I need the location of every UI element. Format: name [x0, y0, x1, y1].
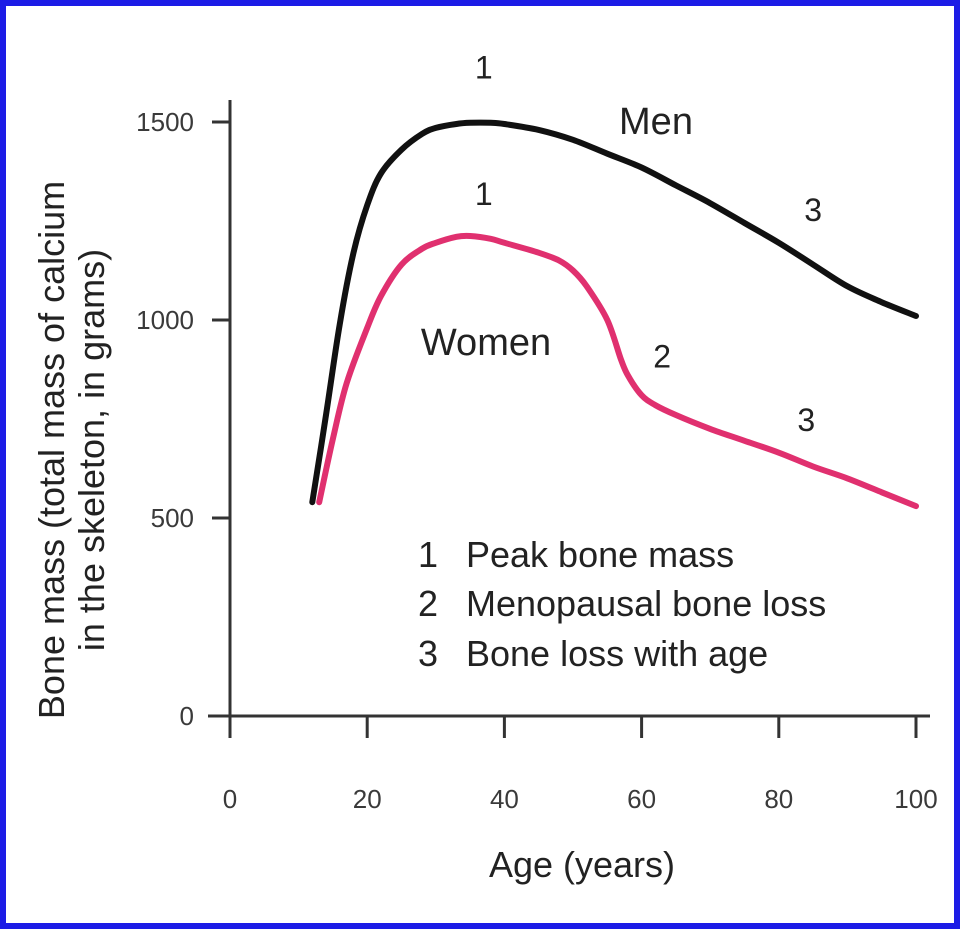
y-tick-label-500: 500 — [151, 503, 194, 533]
legend-text-2: Menopausal bone loss — [466, 583, 826, 624]
y-ticks: 0 500 1000 1500 — [136, 107, 230, 731]
legend-text-1: Peak bone mass — [466, 534, 734, 575]
y-tick-label-0: 0 — [180, 701, 194, 731]
annotation-2: 2 — [653, 339, 671, 375]
annotation-3: 3 — [804, 192, 822, 228]
legend-number-1: 1 — [418, 534, 438, 575]
y-axis-title-line-2: in the skeleton, in grams) — [71, 249, 112, 651]
legend: 1 Peak bone mass 2 Menopausal bone loss … — [418, 534, 826, 674]
x-tick-label-40: 40 — [490, 784, 519, 814]
x-ticks: 0 20 40 60 80 100 — [223, 716, 938, 814]
x-tick-label-80: 80 — [764, 784, 793, 814]
legend-text-3: Bone loss with age — [466, 633, 768, 674]
series-label-women: Women — [421, 322, 551, 364]
y-axis-title-line-1: Bone mass (total mass of calcium — [31, 181, 72, 719]
y-tick-label-1500: 1500 — [136, 107, 194, 137]
x-tick-label-20: 20 — [353, 784, 382, 814]
annotations: 1 1 2 3 3 — [475, 49, 822, 437]
x-tick-label-100: 100 — [894, 784, 937, 814]
y-tick-label-1000: 1000 — [136, 305, 194, 335]
legend-number-3: 3 — [418, 633, 438, 674]
axes — [208, 100, 930, 718]
x-tick-label-0: 0 — [223, 784, 237, 814]
series-lines — [309, 119, 919, 510]
series-line-men — [309, 119, 919, 506]
series-label-men: Men — [619, 101, 693, 143]
legend-number-2: 2 — [418, 583, 438, 624]
series-line-women — [316, 232, 919, 510]
annotation-1: 1 — [475, 176, 493, 212]
annotation-1: 1 — [475, 49, 493, 85]
x-tick-label-60: 60 — [627, 784, 656, 814]
x-axis-title: Age (years) — [489, 844, 675, 885]
annotation-3: 3 — [797, 402, 815, 438]
